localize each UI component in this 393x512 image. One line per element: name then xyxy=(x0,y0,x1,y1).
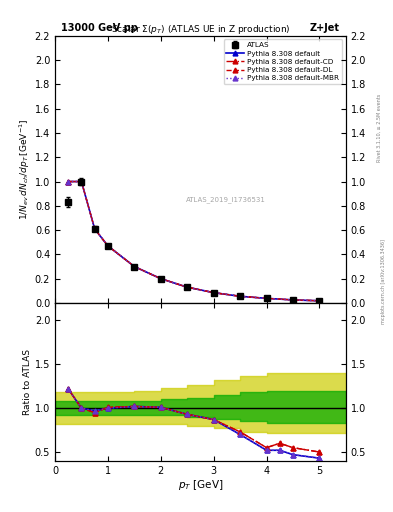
Pythia 8.308 default-MBR xyxy=(132,264,137,270)
Y-axis label: $1/N_{ev}\,dN_{ch}/dp_T\,[\mathrm{GeV}^{-1}]$: $1/N_{ev}\,dN_{ch}/dp_T\,[\mathrm{GeV}^{… xyxy=(17,119,32,220)
Pythia 8.308 default-CD xyxy=(92,226,97,232)
Line: Pythia 8.308 default: Pythia 8.308 default xyxy=(66,179,322,303)
Pythia 8.308 default-CD xyxy=(238,293,242,300)
Line: Pythia 8.308 default-CD: Pythia 8.308 default-CD xyxy=(66,179,322,303)
Pythia 8.308 default-MBR xyxy=(211,290,216,296)
Pythia 8.308 default-DL xyxy=(92,226,97,232)
Pythia 8.308 default-MBR xyxy=(238,293,242,300)
Pythia 8.308 default-DL xyxy=(132,264,137,270)
Pythia 8.308 default-DL xyxy=(66,179,71,185)
Pythia 8.308 default xyxy=(66,179,71,185)
Pythia 8.308 default-MBR xyxy=(106,243,110,249)
Pythia 8.308 default xyxy=(317,297,322,304)
Pythia 8.308 default-DL xyxy=(290,297,295,303)
Legend: ATLAS, Pythia 8.308 default, Pythia 8.308 default-CD, Pythia 8.308 default-DL, P: ATLAS, Pythia 8.308 default, Pythia 8.30… xyxy=(224,39,342,84)
X-axis label: $p_T$ [GeV]: $p_T$ [GeV] xyxy=(178,478,223,493)
Pythia 8.308 default-CD xyxy=(132,264,137,270)
Pythia 8.308 default-CD xyxy=(185,284,189,290)
Pythia 8.308 default-CD xyxy=(290,297,295,303)
Line: Pythia 8.308 default-DL: Pythia 8.308 default-DL xyxy=(66,179,322,303)
Y-axis label: Ratio to ATLAS: Ratio to ATLAS xyxy=(23,349,32,415)
Pythia 8.308 default-CD xyxy=(158,275,163,282)
Pythia 8.308 default-DL xyxy=(211,290,216,296)
Pythia 8.308 default-DL xyxy=(185,284,189,290)
Pythia 8.308 default xyxy=(106,243,110,249)
Pythia 8.308 default-MBR xyxy=(79,179,84,185)
Text: ATLAS_2019_I1736531: ATLAS_2019_I1736531 xyxy=(186,197,266,203)
Pythia 8.308 default xyxy=(238,293,242,300)
Pythia 8.308 default-MBR xyxy=(317,297,322,304)
Text: 13000 GeV pp: 13000 GeV pp xyxy=(61,23,138,33)
Pythia 8.308 default xyxy=(290,297,295,303)
Pythia 8.308 default-CD xyxy=(79,179,84,185)
Pythia 8.308 default-CD xyxy=(106,243,110,249)
Pythia 8.308 default-DL xyxy=(238,293,242,300)
Text: Z+Jet: Z+Jet xyxy=(310,23,340,33)
Text: mcplots.cern.ch [arXiv:1306.3436]: mcplots.cern.ch [arXiv:1306.3436] xyxy=(381,239,386,324)
Pythia 8.308 default xyxy=(264,295,269,302)
Pythia 8.308 default xyxy=(185,284,189,290)
Pythia 8.308 default-DL xyxy=(79,179,84,185)
Pythia 8.308 default-MBR xyxy=(264,295,269,302)
Pythia 8.308 default xyxy=(211,290,216,296)
Text: Rivet 3.1.10, ≥ 2.5M events: Rivet 3.1.10, ≥ 2.5M events xyxy=(377,94,382,162)
Pythia 8.308 default-CD xyxy=(264,295,269,302)
Pythia 8.308 default-DL xyxy=(264,295,269,302)
Pythia 8.308 default-CD xyxy=(317,297,322,304)
Line: Pythia 8.308 default-MBR: Pythia 8.308 default-MBR xyxy=(66,179,322,303)
Pythia 8.308 default xyxy=(158,275,163,282)
Title: Scalar $\Sigma(p_T)$ (ATLAS UE in Z production): Scalar $\Sigma(p_T)$ (ATLAS UE in Z prod… xyxy=(111,23,290,36)
Pythia 8.308 default-CD xyxy=(211,290,216,296)
Pythia 8.308 default-DL xyxy=(317,297,322,304)
Pythia 8.308 default xyxy=(132,264,137,270)
Pythia 8.308 default-MBR xyxy=(185,284,189,290)
Pythia 8.308 default-MBR xyxy=(92,226,97,232)
Pythia 8.308 default-MBR xyxy=(66,179,71,185)
Pythia 8.308 default-MBR xyxy=(158,275,163,282)
Pythia 8.308 default-DL xyxy=(106,243,110,249)
Pythia 8.308 default-MBR xyxy=(290,297,295,303)
Pythia 8.308 default-DL xyxy=(158,275,163,282)
Pythia 8.308 default-CD xyxy=(66,179,71,185)
Pythia 8.308 default xyxy=(79,179,84,185)
Pythia 8.308 default xyxy=(92,226,97,232)
